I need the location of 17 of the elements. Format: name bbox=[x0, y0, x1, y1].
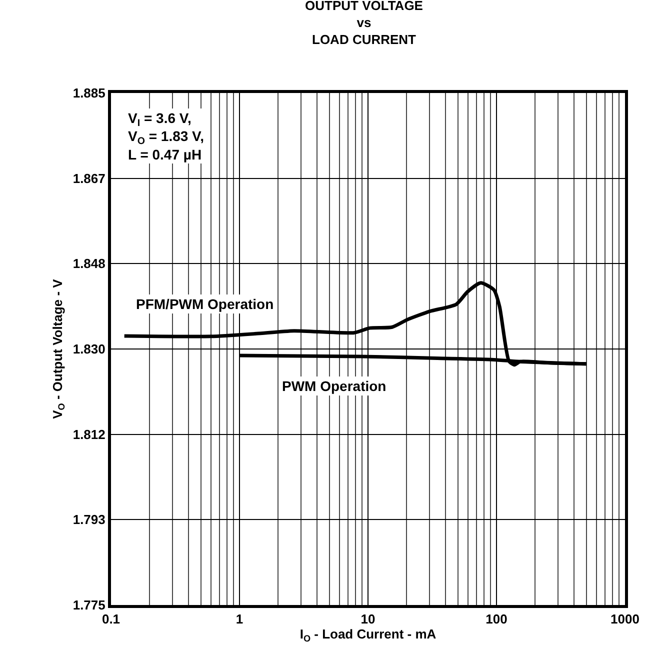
x-tick-label: 0.1 bbox=[102, 612, 120, 627]
y-tick-label: 1.793 bbox=[72, 512, 106, 528]
x-tick-label: 1000 bbox=[610, 612, 640, 627]
y-tick-label: 1.848 bbox=[72, 256, 106, 272]
x-tick-label: 1 bbox=[236, 612, 244, 627]
x-axis-title: I$_{O}$ - Load Current - mA bbox=[300, 626, 437, 644]
x-tick-label: 100 bbox=[486, 612, 508, 627]
y-tick-label: 1.867 bbox=[72, 170, 106, 186]
annotation: V$_{I}$ = 3.6 V, V$_{O}$ = 1.83 V, L = 0.47 µH bbox=[128, 110, 204, 162]
y-tick-label: 1.830 bbox=[72, 342, 106, 357]
series-label: PFM/PWM Operation bbox=[136, 296, 274, 312]
chart-title: OUTPUT VOLTAGE vs LOAD CURRENT bbox=[305, 0, 424, 47]
series-label: PWM Operation bbox=[282, 378, 386, 394]
y-tick-label: 1.885 bbox=[72, 86, 106, 101]
y-tick-label: 1.812 bbox=[72, 426, 106, 442]
y-tick-label: 1.775 bbox=[72, 598, 106, 613]
x-tick-label: 10 bbox=[360, 612, 376, 627]
